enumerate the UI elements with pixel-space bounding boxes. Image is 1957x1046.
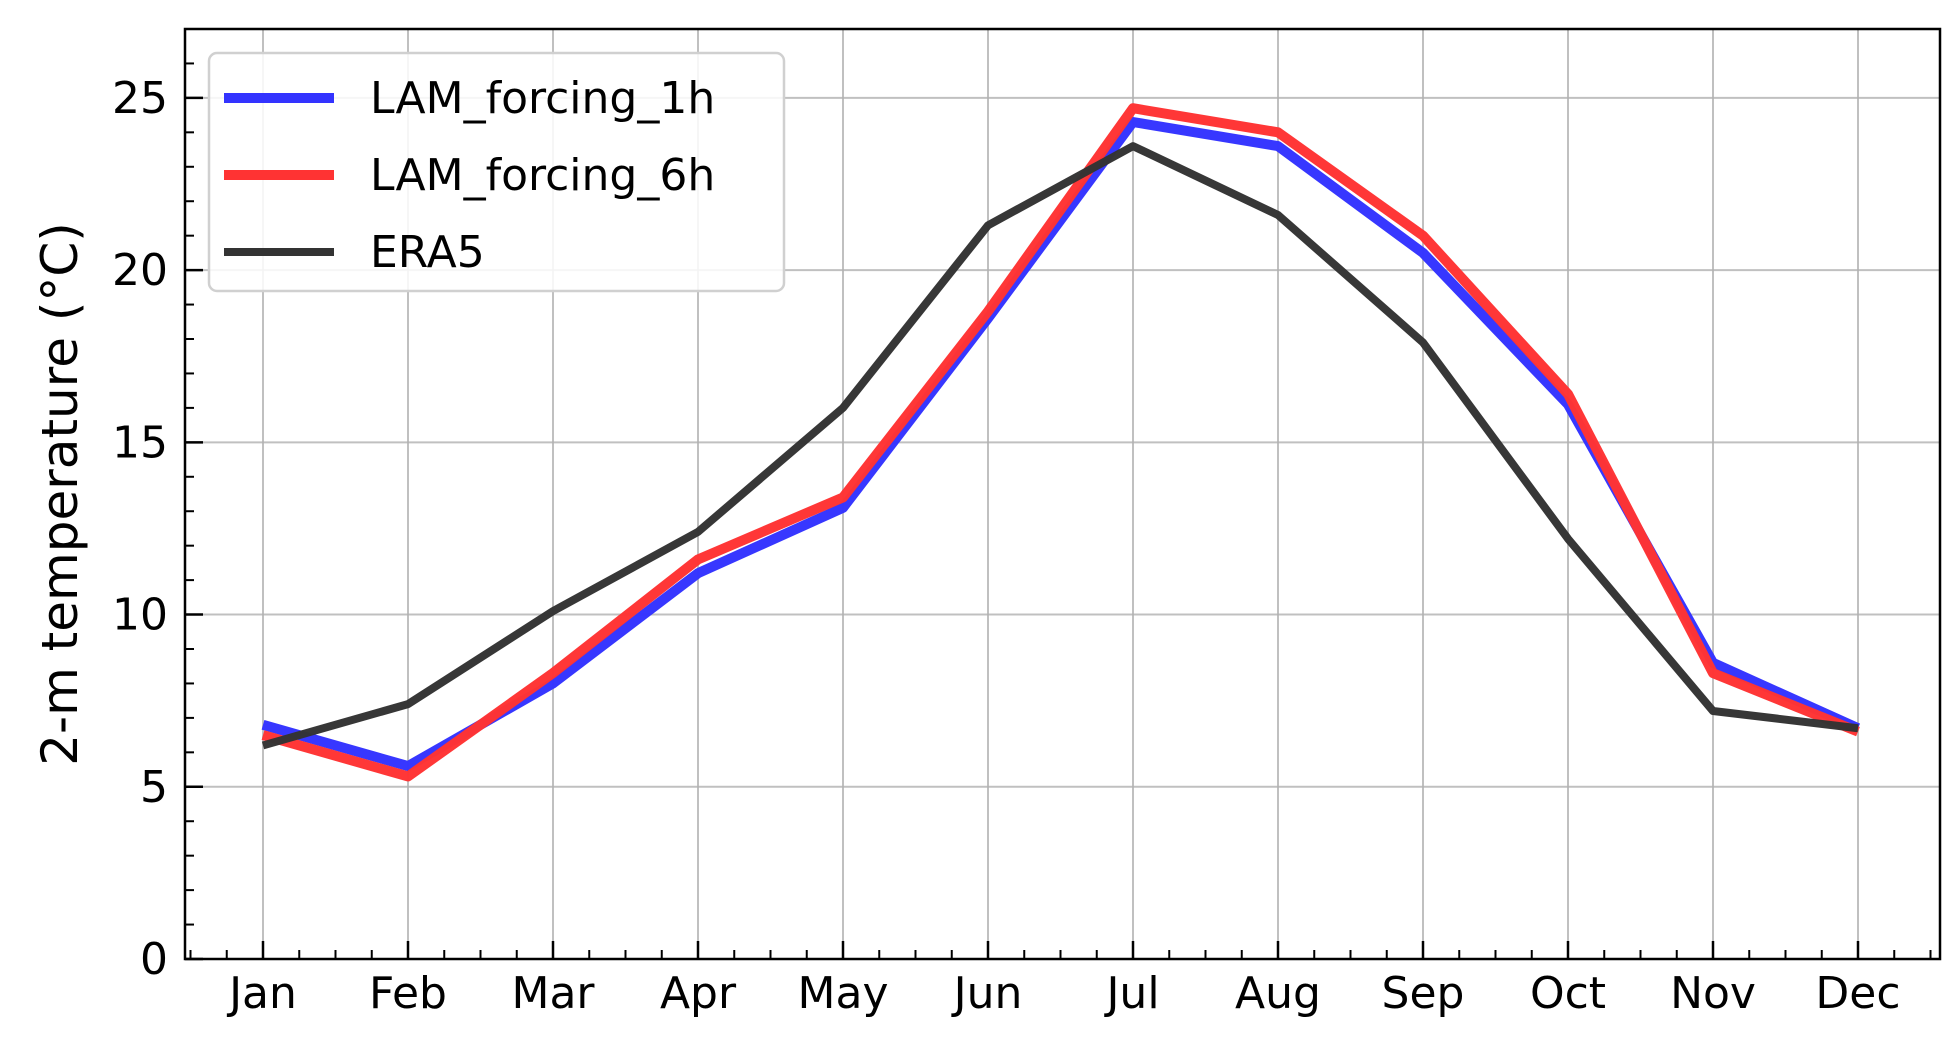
x-tick-label: Oct	[1530, 968, 1606, 1019]
x-tick-label: Apr	[660, 968, 737, 1019]
x-tick-label: May	[798, 968, 889, 1019]
x-tick-label: Feb	[369, 968, 447, 1019]
x-tick-label: Jul	[1103, 968, 1159, 1019]
x-tick-label: Nov	[1670, 968, 1756, 1019]
legend-box	[207, 51, 786, 293]
x-tick-labels: Jan Feb Mar Apr May Jun Jul Aug Sep Oct Nov Dec	[226, 968, 1900, 1019]
y-tick-label: 10	[112, 590, 168, 641]
x-tick-label: Dec	[1815, 968, 1900, 1019]
x-tick-label: Aug	[1235, 968, 1321, 1019]
series-layer	[261, 103, 1861, 782]
series-line-lam-forcing-6h	[261, 103, 1860, 782]
y-tick-labels: 0 5 10 15 20 25	[112, 73, 168, 985]
y-tick-label: 15	[112, 417, 168, 468]
y-axis-label: 2-m temperature (°C)	[31, 222, 89, 766]
axis-ticks	[185, 62, 1932, 961]
plot-frame	[183, 27, 1942, 961]
legend-label: LAM_forcing_1h	[370, 73, 715, 124]
x-tick-label: Jun	[951, 968, 1023, 1019]
x-tick-label: Jan	[226, 968, 297, 1019]
legend-label: ERA5	[370, 227, 485, 278]
legend-label: LAM_forcing_6h	[370, 150, 715, 201]
y-tick-label: 20	[112, 245, 168, 296]
y-tick-label: 25	[112, 73, 168, 124]
y-tick-label: 0	[140, 934, 168, 985]
x-tick-label: Mar	[511, 968, 595, 1019]
legend: LAM_forcing_1h LAM_forcing_6h ERA5	[207, 51, 786, 293]
x-tick-label: Sep	[1382, 968, 1465, 1019]
series-line-era5	[261, 142, 1859, 750]
y-tick-label: 5	[140, 762, 168, 813]
